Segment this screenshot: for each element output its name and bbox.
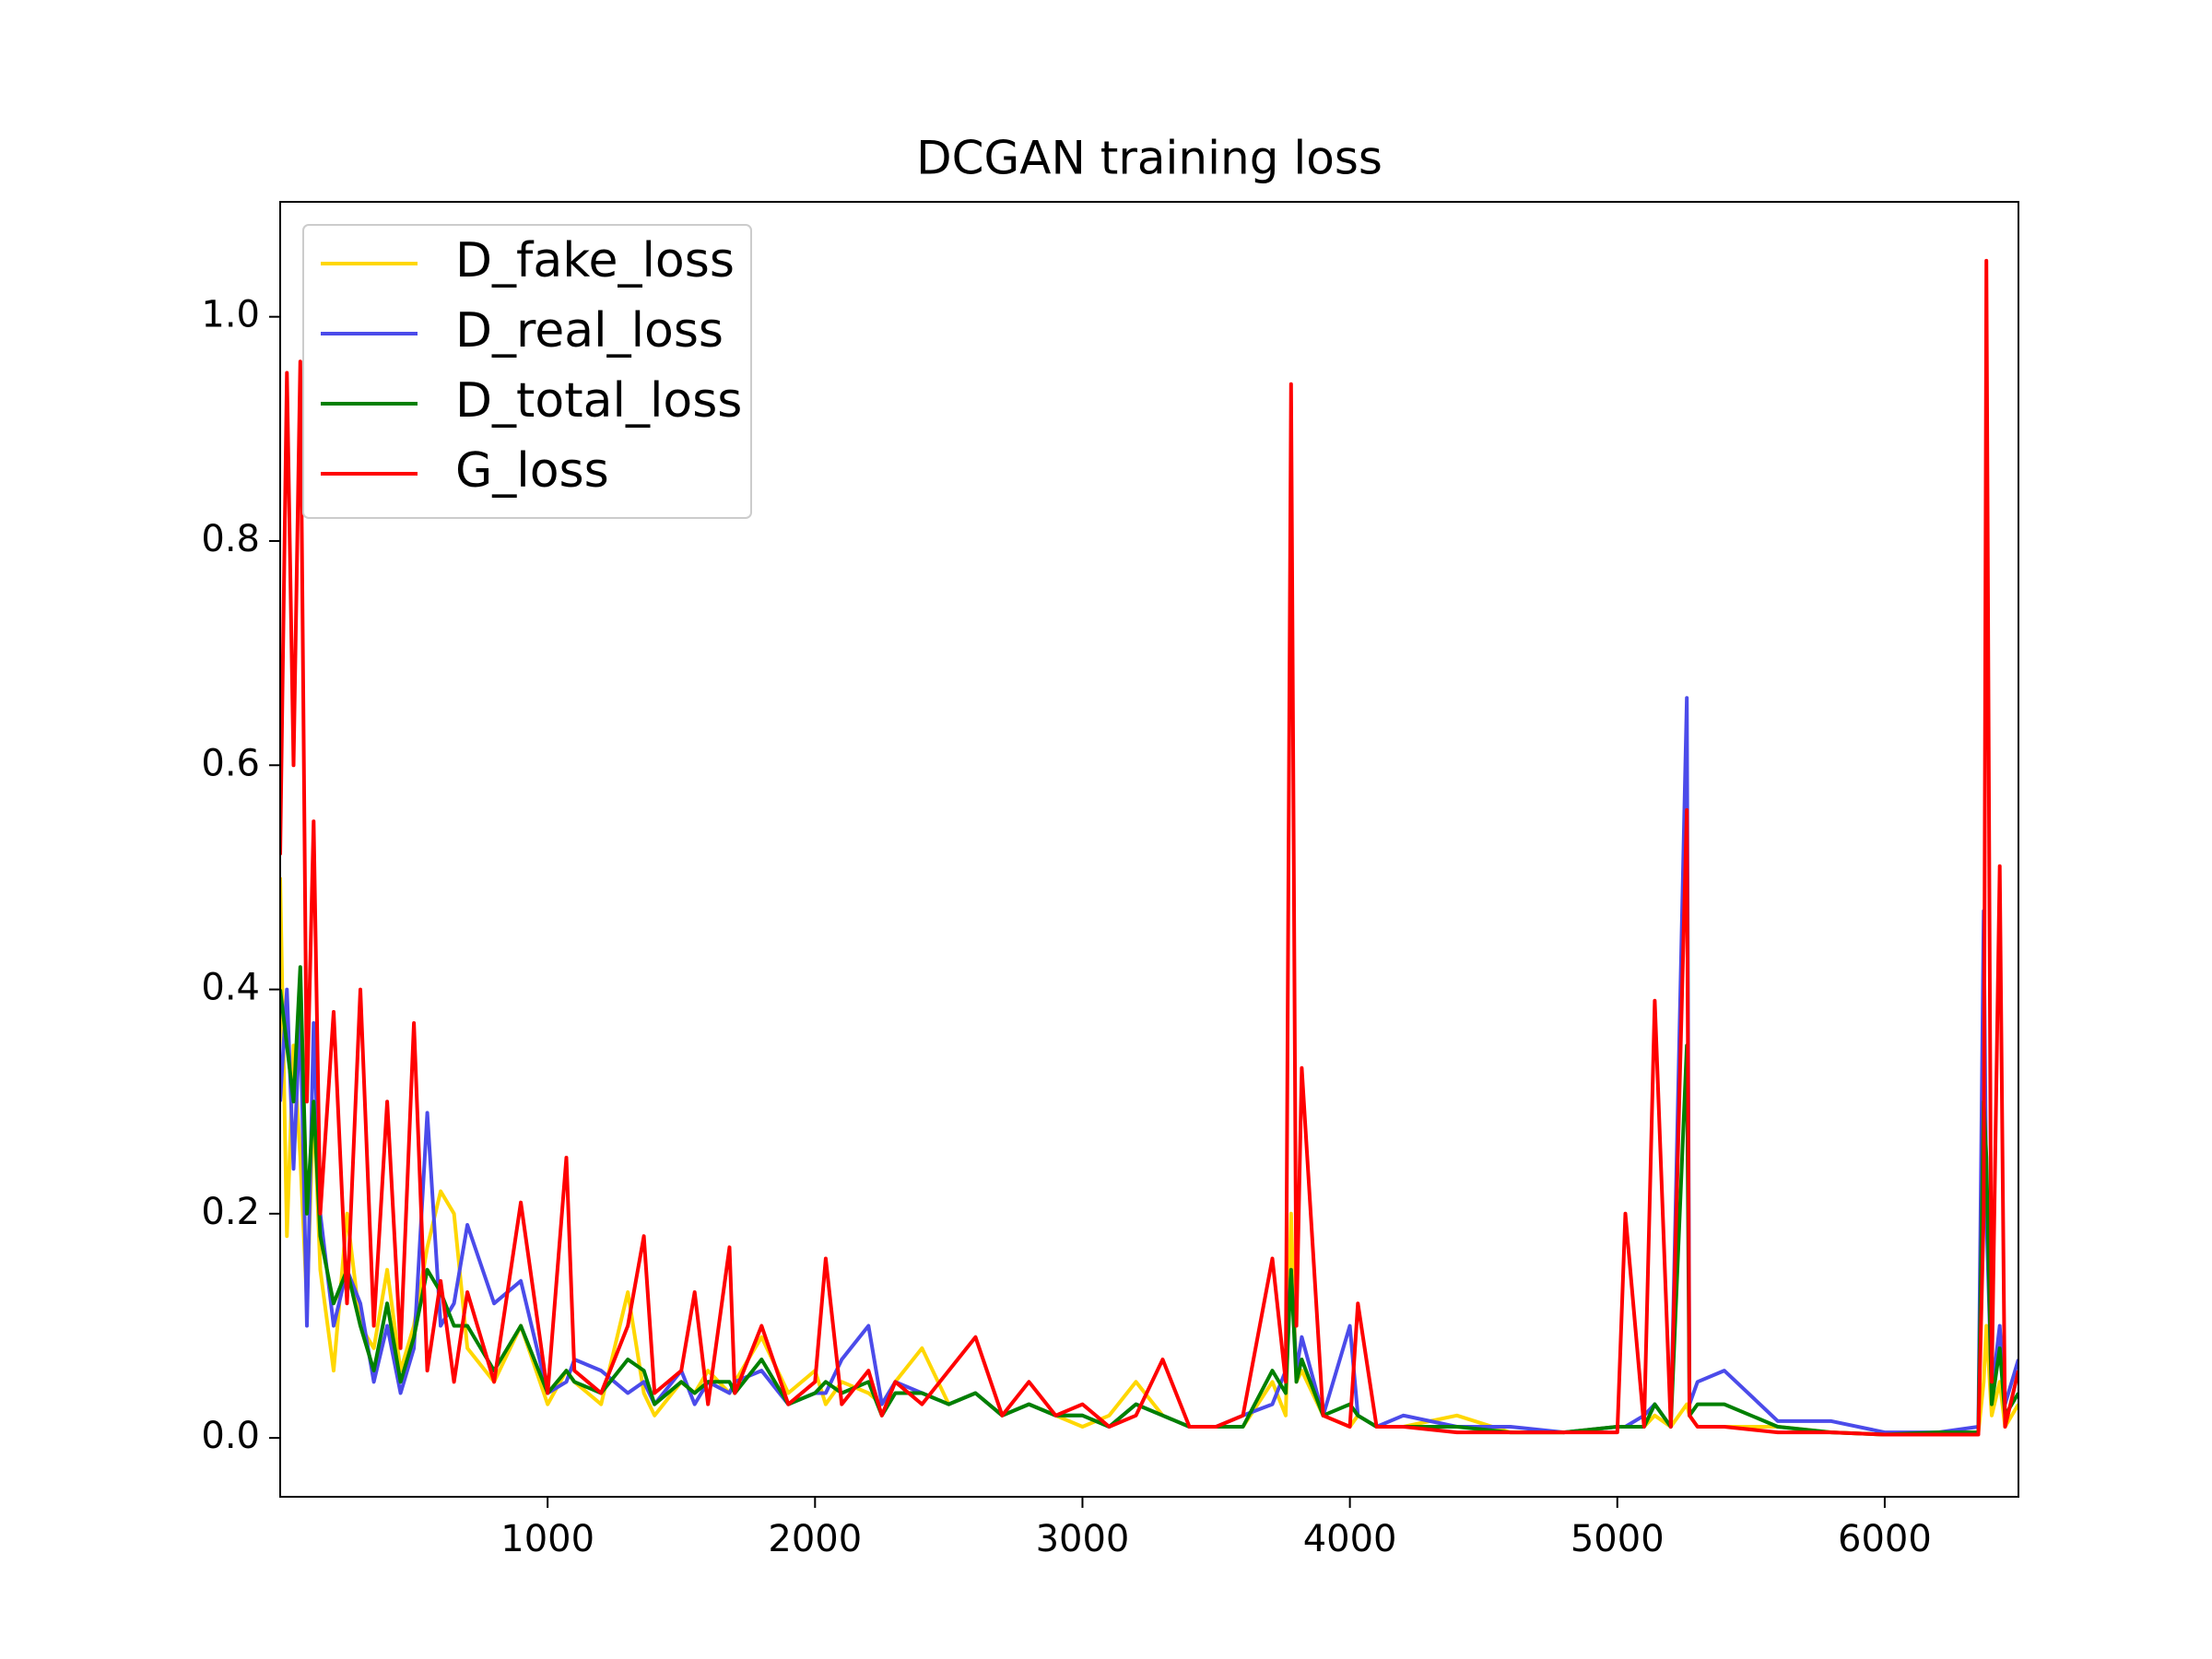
x-tick-label: 5000 (1571, 1518, 1665, 1560)
series-line (280, 965, 2018, 1437)
y-tick-label: 0.6 (201, 742, 260, 784)
legend-label: D_total_loss (455, 373, 742, 429)
series-line (280, 258, 2018, 1437)
legend-label: D_fake_loss (455, 233, 735, 288)
chart-title: DCGAN training loss (916, 132, 1382, 185)
x-tick-label: 3000 (1036, 1518, 1130, 1560)
x-tick-label: 4000 (1303, 1518, 1397, 1560)
legend-label: D_real_loss (455, 303, 724, 359)
legend-label: G_loss (455, 443, 609, 499)
y-tick-label: 0.0 (201, 1415, 260, 1457)
y-tick-label: 1.0 (201, 294, 260, 336)
x-tick-label: 1000 (500, 1518, 594, 1560)
x-tick-label: 6000 (1838, 1518, 1932, 1560)
y-tick-label: 0.8 (201, 518, 260, 560)
legend-box (302, 224, 752, 519)
y-tick-label: 0.4 (201, 967, 260, 1009)
plot-frame (279, 201, 2019, 1498)
x-tick-label: 2000 (768, 1518, 862, 1560)
y-tick-label: 0.2 (201, 1191, 260, 1233)
